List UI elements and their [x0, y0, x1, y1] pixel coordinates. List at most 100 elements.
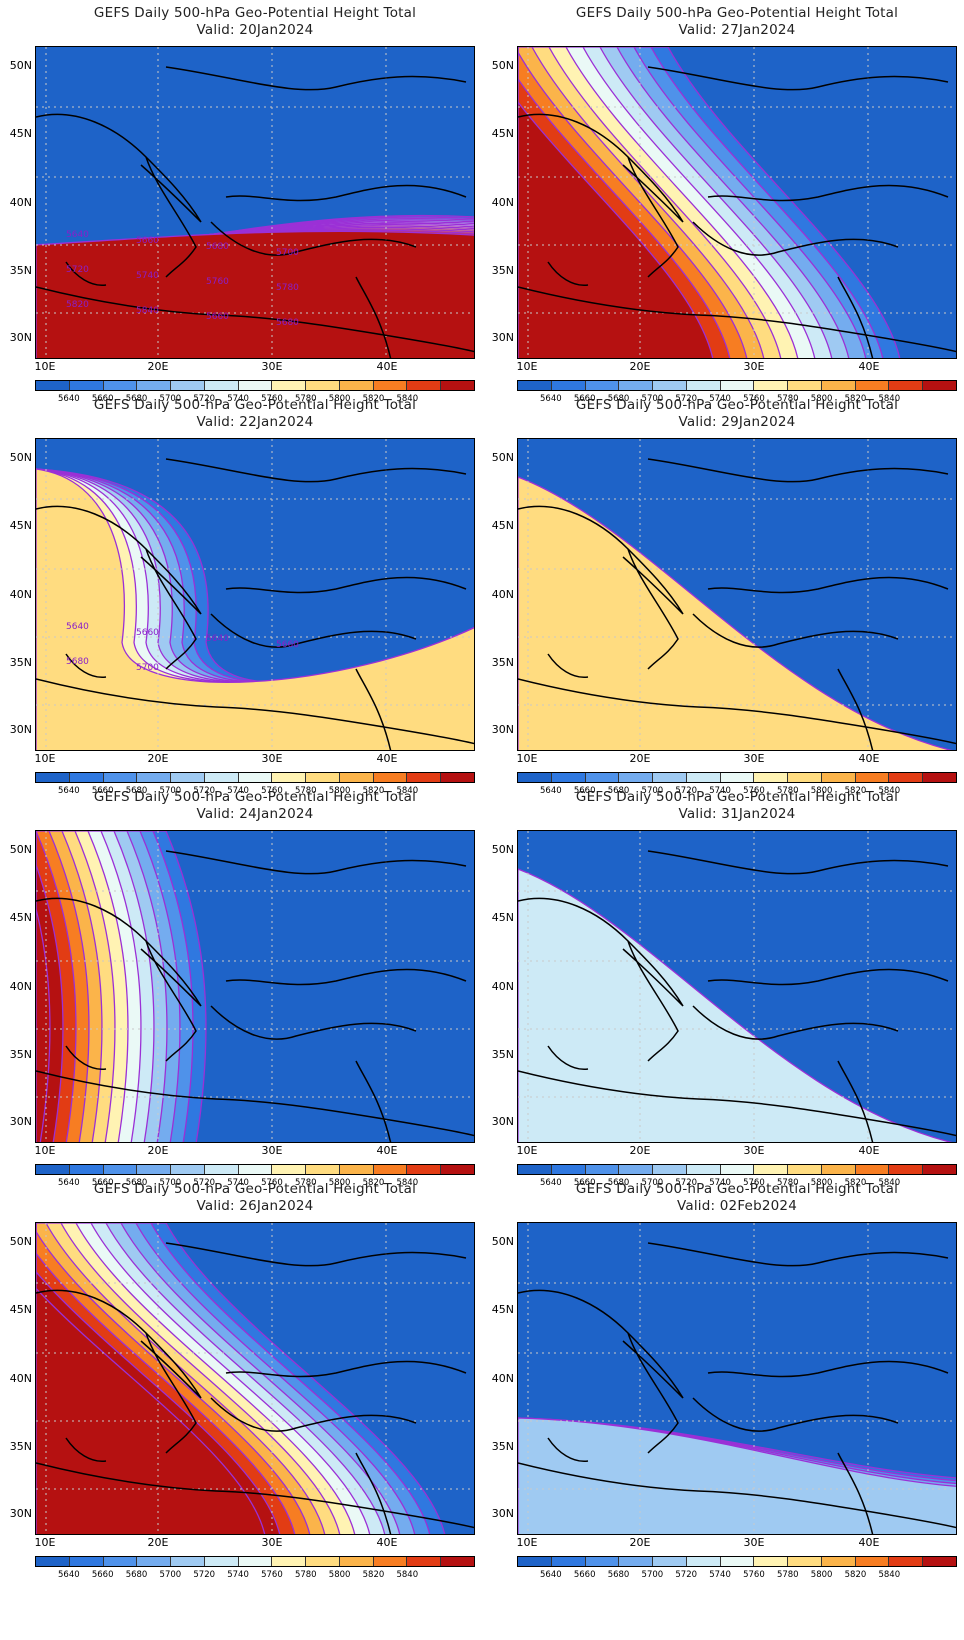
- colorbar-swatch: [171, 1165, 205, 1174]
- contour-label: 5680: [276, 318, 299, 328]
- colorbar-swatch: [619, 773, 654, 782]
- colorbar-label: 5760: [743, 786, 765, 796]
- longitude-label: 30E: [743, 752, 765, 765]
- coastline: [647, 66, 949, 91]
- forecast-panel: GEFS Daily 500-hPa Geo-Potential Height …: [0, 784, 482, 1194]
- contour-label: 5660: [136, 236, 159, 246]
- longitude-label: 40E: [858, 1144, 880, 1157]
- colorbar-swatch: [407, 773, 442, 782]
- colorbar-swatch: [137, 1557, 172, 1566]
- latitude-label: 30N: [9, 331, 32, 344]
- colorbar-swatch: [551, 381, 586, 390]
- contour-label: 5640: [66, 230, 89, 240]
- latitude-label: 50N: [491, 59, 514, 72]
- height-field-svg: [36, 1223, 474, 1534]
- colorbar-swatch: [720, 1165, 755, 1174]
- colorbar-label: 5760: [261, 1178, 283, 1188]
- latitude-label: 40N: [491, 196, 514, 209]
- colorbar: [517, 1556, 957, 1567]
- colorbar-label: 5640: [540, 786, 562, 796]
- contour-band: [518, 868, 953, 1142]
- contour-band: [518, 476, 953, 750]
- colorbar-label: 5740: [227, 394, 249, 404]
- latitude-label: 30N: [9, 1115, 32, 1128]
- latitude-label: 35N: [9, 656, 32, 669]
- coastline: [837, 1452, 874, 1534]
- coastline: [837, 668, 874, 750]
- height-field-svg: 5640 5660 5680 5700 5720 5740 5760 5780 5820 5840…: [36, 47, 474, 358]
- coastline: [627, 1332, 679, 1454]
- latitude-label: 50N: [491, 1235, 514, 1248]
- colorbar-label: 5780: [776, 1178, 799, 1188]
- height-map: [517, 830, 957, 1143]
- longitude-label: 10E: [34, 1536, 56, 1549]
- colorbar-swatch: [137, 773, 172, 782]
- colorbar-swatch: [686, 381, 721, 390]
- longitude-label: 10E: [516, 360, 538, 373]
- colorbar: [35, 1164, 475, 1175]
- colorbar-swatch: [204, 773, 239, 782]
- coastline: [65, 1045, 107, 1070]
- colorbar-swatch: [754, 1165, 789, 1174]
- colorbar-swatch: [373, 1165, 408, 1174]
- height-map: [517, 1222, 957, 1535]
- coastline: [707, 576, 949, 594]
- contour-label: 5720: [66, 265, 89, 275]
- colorbar-swatch: [103, 381, 138, 390]
- latitude-label: 35N: [9, 1440, 32, 1453]
- panel-valid-date: Valid: 02Feb2024: [676, 1198, 797, 1214]
- coastline: [837, 276, 874, 358]
- colorbar-swatch: [238, 1557, 273, 1566]
- colorbar-swatch: [171, 773, 205, 782]
- longitude-label: 10E: [516, 1144, 538, 1157]
- colorbar-label: 5840: [878, 394, 901, 404]
- colorbar-label: 5760: [261, 394, 283, 404]
- latitude-label: 45N: [491, 519, 514, 532]
- colorbar-swatch: [69, 1165, 104, 1174]
- longitude-label: 10E: [34, 360, 56, 373]
- longitude-label: 20E: [147, 1536, 169, 1549]
- colorbar-swatch: [441, 381, 474, 390]
- latitude-label: 45N: [9, 911, 32, 924]
- coastline: [627, 940, 679, 1062]
- contour-label: 5840: [136, 306, 159, 316]
- coastline: [145, 1332, 197, 1454]
- latitude-label: 40N: [9, 1372, 32, 1385]
- coastline: [65, 1437, 107, 1462]
- coastline: [225, 1360, 467, 1378]
- latitude-label: 40N: [491, 588, 514, 601]
- height-map: 5640 5660 5680 5700 5720 5740 5760 5780 5820 5840…: [35, 46, 475, 359]
- colorbar-swatch: [373, 773, 408, 782]
- colorbar-label: 5660: [91, 786, 114, 796]
- colorbar-swatch: [306, 1557, 340, 1566]
- coastline: [36, 505, 202, 615]
- longitude-label: 20E: [629, 360, 651, 373]
- colorbar-swatch: [821, 773, 856, 782]
- coastline: [225, 184, 467, 202]
- coastline: [36, 678, 474, 745]
- colorbar-swatch: [69, 773, 104, 782]
- colorbar-swatch: [171, 1557, 205, 1566]
- forecast-panel: GEFS Daily 500-hPa Geo-Potential Height …: [0, 0, 482, 410]
- latitude-label: 50N: [9, 843, 32, 856]
- colorbar-swatch: [407, 1557, 442, 1566]
- coastline: [210, 221, 417, 256]
- panel-title: GEFS Daily 500-hPa Geo-Potential Height …: [575, 1181, 899, 1197]
- colorbar-label: 5680: [607, 1570, 630, 1580]
- height-map: [35, 1222, 475, 1535]
- contour-label: 5640: [66, 622, 89, 632]
- coastline: [707, 1360, 949, 1378]
- height-map: 5640 5660 5640 5660 5680 5700: [35, 438, 475, 751]
- colorbar-label: 5740: [227, 1570, 249, 1580]
- coastline: [145, 548, 197, 670]
- colorbar-label: 5680: [125, 1570, 148, 1580]
- colorbar: [35, 1556, 475, 1567]
- colorbar-label: 5840: [878, 1178, 901, 1188]
- latitude-label: 40N: [491, 980, 514, 993]
- height-field-svg: [36, 831, 474, 1142]
- colorbar-swatch: [889, 773, 924, 782]
- colorbar-label: 5720: [193, 394, 216, 404]
- colorbar: [35, 380, 475, 391]
- colorbar-swatch: [889, 1557, 924, 1566]
